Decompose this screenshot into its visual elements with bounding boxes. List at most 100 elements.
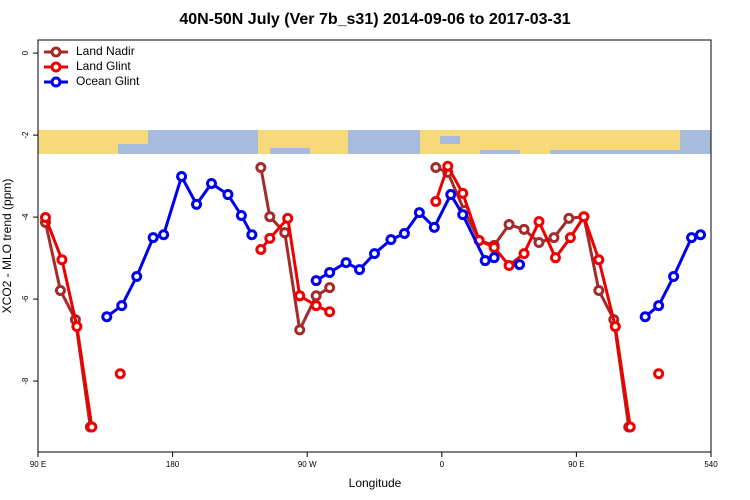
x-tick-label: 0 xyxy=(440,460,445,469)
point xyxy=(653,300,665,312)
point xyxy=(114,368,126,380)
point xyxy=(86,421,98,433)
point xyxy=(191,198,203,210)
point xyxy=(147,232,159,244)
legend-label: Ocean Glint xyxy=(76,74,140,88)
legend-marker xyxy=(50,61,62,73)
point xyxy=(294,290,306,302)
point xyxy=(639,311,651,323)
point xyxy=(518,223,530,235)
point xyxy=(442,160,454,172)
point xyxy=(279,227,291,239)
point xyxy=(695,229,707,241)
point xyxy=(39,212,51,224)
point xyxy=(549,252,561,264)
point xyxy=(235,209,247,221)
y-axis-label: XCO2 - MLO trend (ppm) xyxy=(0,179,14,314)
point xyxy=(264,232,276,244)
point xyxy=(131,271,143,283)
point xyxy=(324,266,336,278)
point xyxy=(205,177,217,189)
point xyxy=(609,321,621,333)
ocean xyxy=(440,136,460,144)
legend-label: Land Nadir xyxy=(76,44,135,58)
point xyxy=(310,290,322,302)
point xyxy=(385,234,397,246)
point xyxy=(457,209,469,221)
point xyxy=(222,189,234,201)
point xyxy=(430,161,442,173)
point xyxy=(514,259,526,271)
point xyxy=(457,187,469,199)
point xyxy=(593,254,605,266)
point xyxy=(686,232,698,244)
point xyxy=(255,243,267,255)
point xyxy=(116,300,128,312)
point xyxy=(563,212,575,224)
point xyxy=(56,254,68,266)
point xyxy=(246,229,258,241)
point xyxy=(176,171,188,183)
point xyxy=(294,324,306,336)
point xyxy=(488,241,500,253)
land xyxy=(38,130,118,154)
x-tick-label: 90 E xyxy=(568,460,584,469)
point xyxy=(413,207,425,219)
y-tick-label: -2 xyxy=(21,131,30,139)
x-axis-label: Longitude xyxy=(349,476,402,490)
point xyxy=(340,257,352,269)
point xyxy=(518,248,530,260)
point xyxy=(158,229,170,241)
point xyxy=(668,271,680,283)
y-tick-label: -4 xyxy=(21,213,30,221)
point xyxy=(310,300,322,312)
legend-label: Land Glint xyxy=(76,59,131,73)
y-tick-label: 0 xyxy=(21,50,30,55)
x-tick-label: 90 W xyxy=(298,460,317,469)
point xyxy=(71,321,83,333)
point xyxy=(428,221,440,233)
map-strip xyxy=(38,130,711,154)
point xyxy=(255,161,267,173)
point xyxy=(488,252,500,264)
point xyxy=(624,421,636,433)
point xyxy=(282,212,294,224)
point xyxy=(354,264,366,276)
land xyxy=(118,130,148,144)
series-line xyxy=(105,172,701,318)
legend-marker xyxy=(50,76,62,88)
plot-frame xyxy=(37,39,712,453)
point xyxy=(369,248,380,260)
point xyxy=(430,196,442,208)
point xyxy=(264,211,276,223)
point xyxy=(324,282,336,294)
x-tick-label: 540 xyxy=(704,460,718,469)
point xyxy=(398,227,410,239)
land xyxy=(480,130,680,150)
x-tick-label: 90 E xyxy=(30,460,46,469)
point xyxy=(503,259,515,271)
point xyxy=(653,368,665,380)
x-tick-label: 180 xyxy=(166,460,180,469)
point xyxy=(54,284,66,296)
point xyxy=(533,237,545,249)
land xyxy=(520,140,550,154)
ocean xyxy=(270,148,310,154)
y-tick-label: -6 xyxy=(21,295,30,303)
y-tick-label: -8 xyxy=(21,377,30,385)
point xyxy=(548,232,560,244)
series-line xyxy=(45,166,658,427)
series-line xyxy=(44,166,631,428)
point xyxy=(445,189,457,201)
point xyxy=(564,232,576,244)
point xyxy=(578,211,590,223)
point xyxy=(310,275,322,287)
point xyxy=(324,306,336,318)
point xyxy=(593,284,605,296)
point xyxy=(101,311,113,323)
point xyxy=(533,216,545,228)
chart-title: 40N-50N July (Ver 7b_s31) 2014-09-06 to … xyxy=(179,11,570,28)
point xyxy=(479,255,491,267)
legend-marker xyxy=(50,46,62,58)
